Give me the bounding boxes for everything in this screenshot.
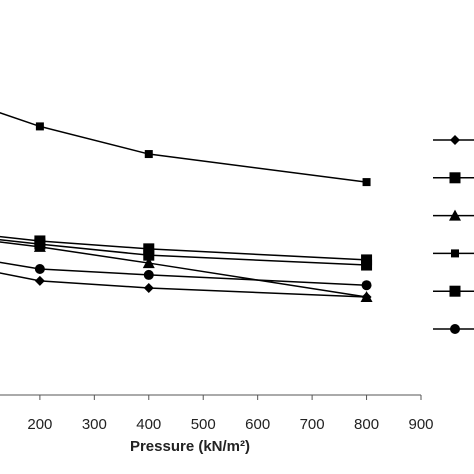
data-point: [34, 275, 45, 286]
data-point: [143, 282, 154, 293]
series-line: [0, 235, 367, 261]
data-point: [144, 150, 153, 159]
data-point: [34, 263, 45, 274]
x-tick-label: 300: [82, 416, 107, 433]
data-point: [34, 238, 46, 250]
data-point: [142, 257, 155, 269]
data-point: [362, 178, 371, 187]
legend-marker: [449, 209, 461, 221]
data-point: [361, 280, 372, 291]
x-tick-label: 600: [245, 416, 270, 433]
data-point: [35, 122, 44, 131]
legend-marker: [450, 324, 460, 334]
series-line: [0, 261, 367, 286]
data-point: [143, 249, 155, 261]
legend-marker: [449, 285, 461, 297]
data-point: [360, 291, 373, 303]
data-point: [143, 269, 154, 280]
data-point: [143, 243, 155, 255]
x-tick-label: 900: [408, 416, 433, 433]
legend-marker: [450, 135, 460, 145]
series-line: [0, 239, 367, 266]
x-tick-label: 400: [136, 416, 161, 433]
legend-marker: [449, 172, 461, 184]
series-line: [0, 241, 367, 298]
series-line: [0, 112, 367, 183]
x-tick-label: 200: [27, 416, 52, 433]
series-line: [0, 272, 367, 298]
legend-marker: [451, 249, 459, 258]
x-tick-label: 700: [300, 416, 325, 433]
data-point: [361, 259, 373, 271]
x-axis-label: Pressure (kN/m²): [130, 438, 250, 455]
x-tick-label: 800: [354, 416, 379, 433]
x-tick-label: 500: [191, 416, 216, 433]
